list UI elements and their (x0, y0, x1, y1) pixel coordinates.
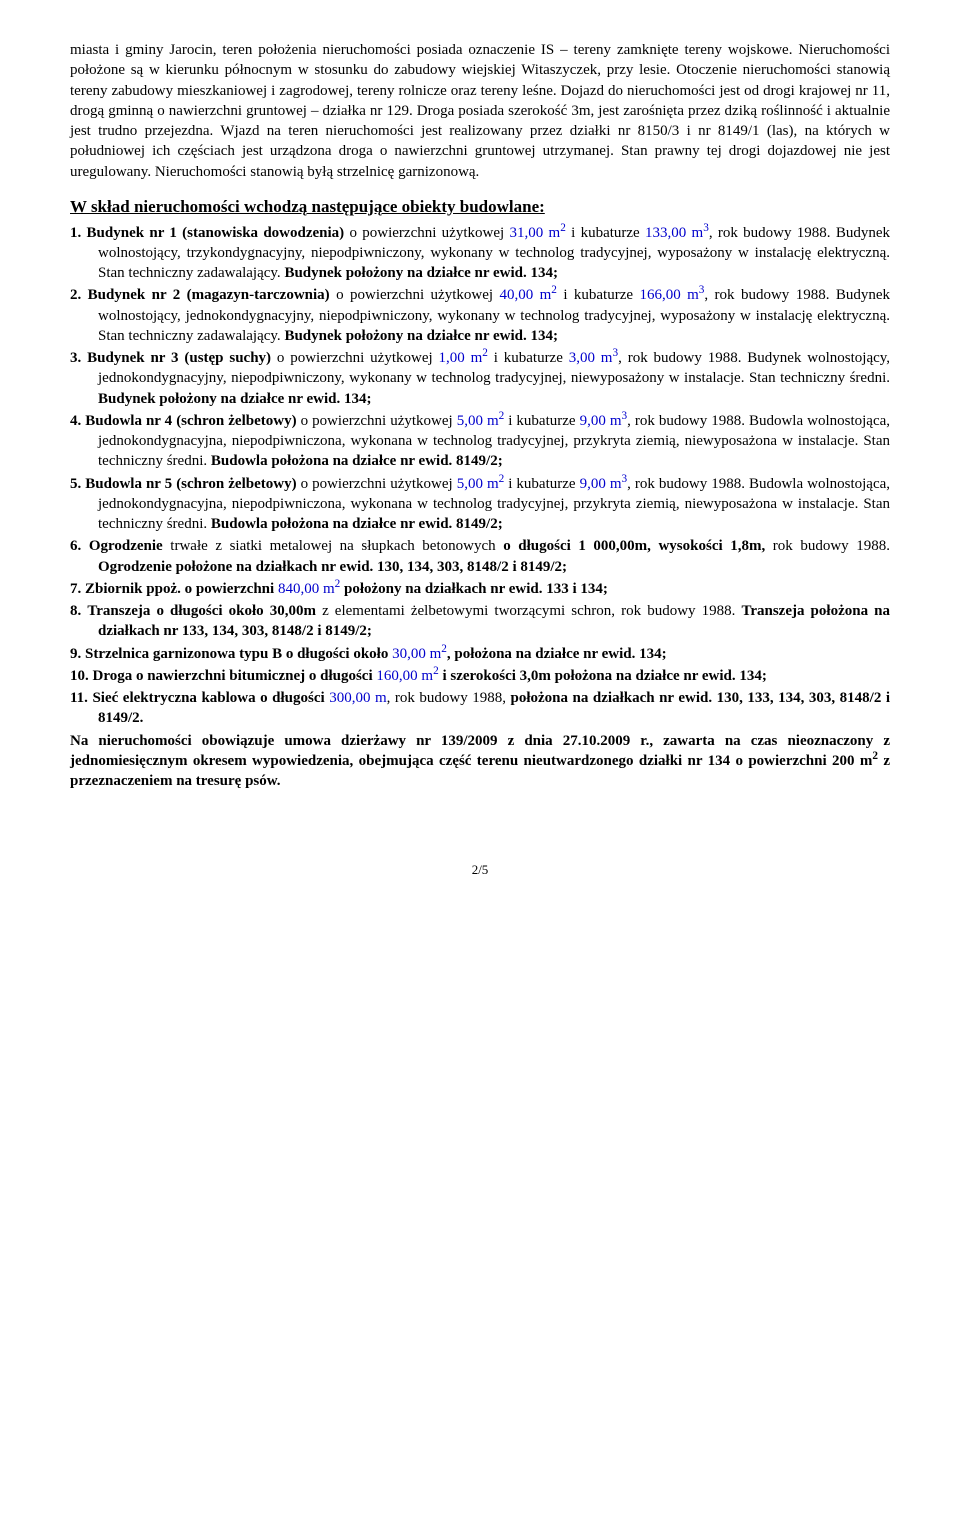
item-title: Budowla nr 5 (schron żelbetowy) (85, 476, 296, 492)
list-item: 11. Sieć elektryczna kablowa o długości … (70, 688, 890, 729)
item-location: i szerokości 3,0m położona na działce nr… (439, 668, 767, 684)
value-volume: 166,00 m3 (639, 287, 704, 303)
item-number: 4. (70, 413, 81, 429)
value-length: 160,00 m2 (376, 668, 438, 684)
item-text: i kubaturze (504, 476, 579, 492)
item-number: 8. (70, 603, 81, 619)
item-title: Budowla nr 4 (schron żelbetowy) (85, 413, 296, 429)
item-location: Budowla położona na działce nr ewid. 814… (211, 516, 503, 532)
list-item: 9. Strzelnica garnizonowa typu B o długo… (70, 644, 890, 664)
item-number: 10. (70, 668, 89, 684)
list-item: 8. Transzeja o długości około 30,00m z e… (70, 601, 890, 642)
item-number: 1. (70, 225, 81, 241)
item-text: o powierzchni użytkowej (344, 225, 509, 241)
value-area: 5,00 m2 (457, 413, 505, 429)
item-location: Budynek położony na działce nr ewid. 134… (98, 391, 372, 407)
item-text: o powierzchni użytkowej (297, 476, 457, 492)
list-item: 4. Budowla nr 4 (schron żelbetowy) o pow… (70, 411, 890, 472)
item-title: Strzelnica garnizonowa typu B o długości… (85, 646, 392, 662)
item-number: 11. (70, 690, 88, 706)
item-text: trwałe z siatki metalowej na słupkach be… (163, 538, 503, 554)
item-dim: o długości 1 000,00m, wysokości 1,8m, (503, 538, 765, 554)
item-title: Budynek nr 1 (stanowiska dowodzenia) (87, 225, 345, 241)
item-number: 9. (70, 646, 81, 662)
item-text: o powierzchni użytkowej (297, 413, 457, 429)
item-text: i kubaturze (566, 225, 645, 241)
item-text: i kubaturze (488, 350, 569, 366)
item-location: położony na działkach nr ewid. 133 i 134… (340, 581, 608, 597)
item-title: Budynek nr 3 (ustęp suchy) (87, 350, 271, 366)
item-title: Zbiornik ppoż. o powierzchni (85, 581, 278, 597)
list-item: 2. Budynek nr 2 (magazyn-tarczownia) o p… (70, 285, 890, 346)
value-area: 1,00 m2 (439, 350, 488, 366)
building-list: 1. Budynek nr 1 (stanowiska dowodzenia) … (70, 223, 890, 729)
list-item: 5. Budowla nr 5 (schron żelbetowy) o pow… (70, 474, 890, 535)
item-title: Budynek nr 2 (magazyn-tarczownia) (88, 287, 330, 303)
item-text: o powierzchni użytkowej (330, 287, 500, 303)
value-volume: 133,00 m3 (645, 225, 709, 241)
page-footer: 2/5 (70, 861, 890, 879)
value-length: 30,00 m2 (392, 646, 447, 662)
list-item: 1. Budynek nr 1 (stanowiska dowodzenia) … (70, 223, 890, 284)
value-area: 31,00 m2 (509, 225, 565, 241)
item-location: Budynek położony na działce nr ewid. 134… (284, 265, 558, 281)
item-number: 3. (70, 350, 81, 366)
item-text: i kubaturze (557, 287, 640, 303)
item-number: 5. (70, 476, 81, 492)
value-volume: 9,00 m3 (580, 413, 628, 429)
value-volume: 3,00 m3 (569, 350, 618, 366)
value-area: 840,00 m2 (278, 581, 340, 597)
item-location: Budynek położony na działce nr ewid. 134… (284, 328, 558, 344)
intro-paragraph: miasta i gminy Jarocin, teren położenia … (70, 40, 890, 182)
item-title: Sieć elektryczna kablowa o długości (92, 690, 329, 706)
closing-paragraph: Na nieruchomości obowiązuje umowa dzierż… (70, 731, 890, 792)
value-area: 40,00 m2 (499, 287, 556, 303)
item-number: 2. (70, 287, 81, 303)
value-length: 300,00 m (329, 690, 386, 706)
value-area: 5,00 m2 (457, 476, 505, 492)
item-location: , położona na działce nr ewid. 134; (447, 646, 667, 662)
list-item: 6. Ogrodzenie trwałe z siatki metalowej … (70, 536, 890, 577)
item-number: 7. (70, 581, 81, 597)
list-item: 10. Droga o nawierzchni bitumicznej o dł… (70, 666, 890, 686)
item-title: Droga o nawierzchni bitumicznej o długoś… (93, 668, 377, 684)
item-location: Budowla położona na działce nr ewid. 814… (211, 453, 503, 469)
item-text: z elementami żelbetowymi tworzącymi schr… (316, 603, 741, 619)
item-text: rok budowy 1988. (765, 538, 890, 554)
item-text: i kubaturze (504, 413, 579, 429)
item-location: Ogrodzenie położone na działkach nr ewid… (98, 559, 567, 575)
item-text: , rok budowy 1988, (387, 690, 511, 706)
item-title: Transzeja o długości około 30,00m (87, 603, 316, 619)
item-title: Ogrodzenie (89, 538, 163, 554)
section-heading: W skład nieruchomości wchodzą następując… (70, 196, 890, 219)
item-text: o powierzchni użytkowej (271, 350, 438, 366)
list-item: 7. Zbiornik ppoż. o powierzchni 840,00 m… (70, 579, 890, 599)
value-volume: 9,00 m3 (580, 476, 628, 492)
list-item: 3. Budynek nr 3 (ustęp suchy) o powierzc… (70, 348, 890, 409)
item-number: 6. (70, 538, 81, 554)
